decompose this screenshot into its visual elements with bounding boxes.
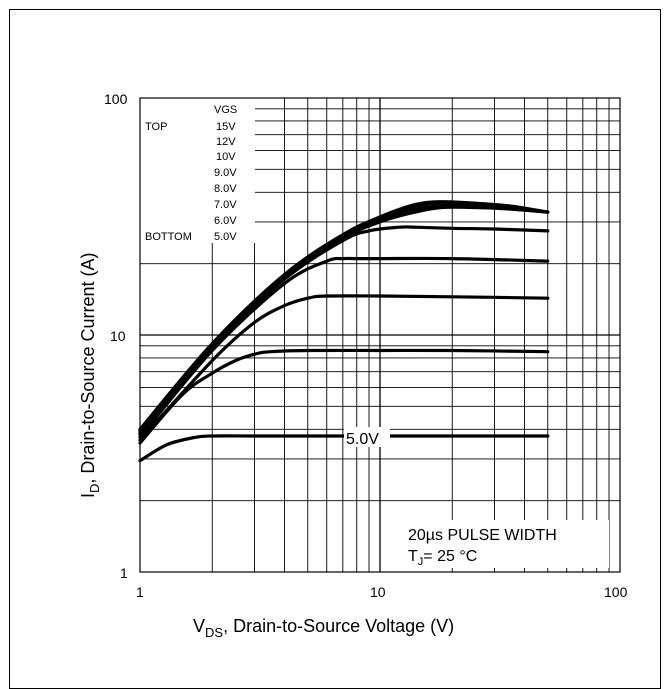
series-line-6.0V <box>138 294 550 442</box>
y-axis-symbol: I <box>78 493 98 498</box>
x-axis-symbol: V <box>193 616 205 636</box>
x-axis-rest: , Drain-to-Source Voltage (V) <box>223 616 454 636</box>
legend-entry: 15V <box>216 121 236 133</box>
annotation-temperature-value: = 25 °C <box>423 548 477 565</box>
x-tick-label: 10 <box>370 584 386 600</box>
x-tick-label: 1 <box>136 584 144 600</box>
legend-entry: 10V <box>216 151 236 163</box>
legend-entry: 6.0V <box>214 215 237 227</box>
legend-bottom-label: BOTTOM <box>145 231 192 243</box>
drain-current-chart: 100 10 1 1 10 100 VGS TOP BOTTOM 15V 12V… <box>78 91 628 640</box>
annotation-temperature-subscript: J <box>418 556 424 568</box>
curve-label: 5.0V <box>346 431 379 448</box>
y-axis-subscript: D <box>87 484 102 493</box>
legend-background <box>139 97 255 243</box>
y-tick-label: 100 <box>104 91 128 107</box>
series-line-5.0V <box>138 434 550 463</box>
x-tick-label: 100 <box>604 584 628 600</box>
annotation-temperature: TJ= 25 °C <box>408 548 477 568</box>
y-tick-label: 10 <box>110 328 126 344</box>
curve-label-background <box>344 427 390 447</box>
annotation-temperature-symbol: T <box>408 548 418 565</box>
y-axis-title: ID, Drain-to-Source Current (A) <box>78 253 102 498</box>
legend-entry: 8.0V <box>214 183 237 195</box>
x-axis-subscript: DS <box>205 625 223 640</box>
annotation-pulse-width: 20µs PULSE WIDTH <box>408 527 557 544</box>
series-line-7.0V <box>138 256 550 439</box>
plot-border <box>139 97 621 573</box>
legend-entry: 7.0V <box>214 199 237 211</box>
series-line-8.0V <box>138 225 550 437</box>
legend-entry: 5.0V <box>214 231 237 243</box>
legend-entry: 9.0V <box>214 167 237 179</box>
grid <box>140 98 620 572</box>
y-axis-rest: , Drain-to-Source Current (A) <box>78 253 98 484</box>
legend-entry: 12V <box>216 136 236 148</box>
legend-top-label: TOP <box>145 121 167 133</box>
x-axis-title: VDS, Drain-to-Source Voltage (V) <box>193 616 454 640</box>
annotation-background <box>404 520 609 568</box>
series-line-5.0V <box>138 348 550 445</box>
curves <box>138 200 550 463</box>
legend-header: VGS <box>214 104 237 116</box>
y-tick-label: 1 <box>120 565 128 581</box>
